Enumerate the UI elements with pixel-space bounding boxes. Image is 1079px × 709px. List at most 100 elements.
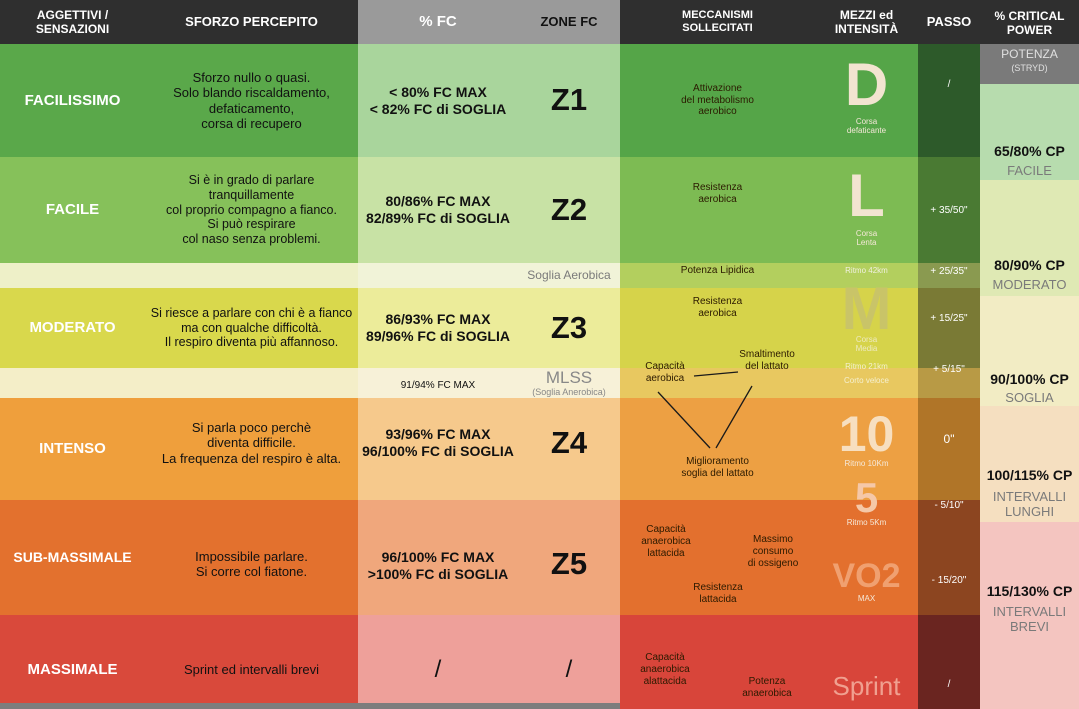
cp-label-soglia: SOGLIA xyxy=(1005,390,1054,406)
cp-value-moderato: 80/90% CP xyxy=(994,256,1065,273)
mech-massimo: Massimo consumo di ossigeno xyxy=(747,534,799,569)
left-z6 xyxy=(0,615,358,709)
pace-z5 xyxy=(918,500,980,615)
mech-cap-aerobica: Capacità aerobica xyxy=(645,361,685,384)
mlss-means-2: Corto veloce xyxy=(844,376,889,386)
cp-facile-bg xyxy=(980,84,1079,180)
fc-z4 xyxy=(358,398,620,500)
zone-z1: Z1 xyxy=(550,82,588,118)
aerobic-threshold-mech: Potenza Lipidica xyxy=(680,265,755,277)
cp-brevi-bg xyxy=(980,522,1079,709)
means-small-z1: Corsa defaticante xyxy=(846,116,887,135)
fc-range-z1: < 80% FC MAX < 82% FC di SOGLIA xyxy=(369,83,507,117)
effort-z1: Sforzo nullo o quasi. Solo blando riscal… xyxy=(173,69,330,131)
mech-z6 xyxy=(620,615,918,709)
zone-z6: / xyxy=(565,655,573,683)
fc-range-z3: 86/93% FC MAX 89/96% FC di SOGLIA xyxy=(366,311,510,344)
feel-z3: MODERATO xyxy=(29,319,116,337)
mlss-pace: + 5/15" xyxy=(933,364,965,376)
mlss-means-1: Ritmo 21km xyxy=(845,362,888,372)
header-pace: PASSO xyxy=(926,14,972,30)
pace-mlss-band xyxy=(918,368,980,398)
bottom-strip xyxy=(0,703,620,709)
cp-value-facile: 65/80% CP xyxy=(994,142,1065,159)
mech-res-lattacida: Resistenza lattacida xyxy=(693,582,743,605)
means-big-5k: 5 xyxy=(854,474,879,522)
means-small-z5: MAX xyxy=(857,594,876,604)
header-fc-bg xyxy=(358,0,620,44)
cp-value-brevi: 115/130% CP xyxy=(986,582,1073,599)
means-big-z2: L xyxy=(848,161,885,229)
cp-stryd: (STRYD) xyxy=(1011,62,1048,73)
fc-range-z6: / xyxy=(434,655,442,683)
mech-z5 xyxy=(620,500,918,615)
effort-z2: Si è in grado di parlare tranquillamente… xyxy=(166,173,337,247)
aerobic-threshold-means: Ritmo 42km xyxy=(845,266,888,276)
pace-z5-text: - 15/20" xyxy=(931,575,967,587)
cp-label-moderato: MODERATO xyxy=(992,277,1067,293)
mech-mlss-band xyxy=(620,368,918,398)
cp-moderato-bg xyxy=(980,180,1079,296)
effort-z5: Impossibile parlare. Si corre col fiaton… xyxy=(195,548,308,579)
mech-z4 xyxy=(620,398,918,500)
mech-connector-lines xyxy=(657,371,753,449)
header-means: MEZZI ed INTENSITÀ xyxy=(834,7,899,36)
pace-5k: - 5/10" xyxy=(934,500,964,512)
header-fc-pct: % FC xyxy=(419,13,457,31)
left-z5 xyxy=(0,500,358,615)
left-z4 xyxy=(0,398,358,500)
mech-z3 xyxy=(620,288,918,368)
mlss-sub: (Soglia Anerobica) xyxy=(532,386,606,397)
zone-z5: Z5 xyxy=(550,545,588,581)
header-mech: MECCANISMI SOLLECITATI xyxy=(682,9,753,34)
means-small-z4: Ritmo 10Km xyxy=(844,459,889,469)
fc-mlss-band xyxy=(358,368,620,398)
feel-z2: FACILE xyxy=(45,201,100,219)
fc-z3 xyxy=(358,288,620,368)
mech-cap-lattacida: Capacità anaerobica lattacida xyxy=(641,524,691,559)
effort-z3: Si riesce a parlare con chi è a fianco m… xyxy=(150,305,353,350)
mech-aerobic-band xyxy=(620,263,918,288)
pace-z2-text: + 35/50" xyxy=(930,205,968,217)
header-effort: SFORZO PERCEPITO xyxy=(185,14,318,30)
pace-aerobic-band xyxy=(918,263,980,288)
fc-z6 xyxy=(358,615,620,709)
pace-z4 xyxy=(918,398,980,500)
feel-z6: MASSIMALE xyxy=(27,661,118,679)
mech-z1-text: Attivazione del metabolismo aerobico xyxy=(681,82,754,118)
mech-z1 xyxy=(620,44,918,157)
pace-z1-text: / xyxy=(947,79,951,91)
cp-potenza: POTENZA xyxy=(1001,46,1058,61)
cp-label-brevi: INTERVALLI BREVI xyxy=(992,603,1067,634)
means-big-z6: Sprint xyxy=(832,670,901,701)
cp-value-soglia: 90/100% CP xyxy=(990,370,1069,387)
feel-z4: INTENSO xyxy=(39,440,106,458)
zone-z3: Z3 xyxy=(550,309,588,345)
left-z1 xyxy=(0,44,358,157)
mlss-label: MLSS xyxy=(545,367,593,387)
cp-header-sub xyxy=(980,44,1079,84)
effort-z6: Sprint ed intervalli brevi xyxy=(183,662,320,678)
means-big-z4: 10 xyxy=(838,405,895,462)
header-cp: % CRITICAL POWER xyxy=(994,9,1065,38)
pace-z3-text: + 15/25" xyxy=(930,313,968,325)
means-big-z3: M xyxy=(841,274,892,342)
aerobic-threshold-pace: + 25/35" xyxy=(930,266,968,278)
left-z3 xyxy=(0,288,358,368)
left-z2 xyxy=(0,157,358,263)
mech-smaltimento: Smaltimento del lattato xyxy=(739,349,795,372)
cp-value-lunghi: 100/115% CP xyxy=(986,466,1073,483)
mech-z4-text: Miglioramento soglia del lattato xyxy=(681,456,754,479)
fc-z2 xyxy=(358,157,620,263)
mech-z2 xyxy=(620,157,918,263)
means-big-z1: D xyxy=(844,50,889,118)
cp-soglia-bg xyxy=(980,296,1079,406)
mech-z2-text: Resistenza aerobica xyxy=(692,182,743,205)
fc-z5 xyxy=(358,500,620,615)
pace-z3 xyxy=(918,288,980,368)
zone-z2: Z2 xyxy=(550,191,588,227)
fc-range-z2: 80/86% FC MAX 82/89% FC di SOGLIA xyxy=(366,193,510,226)
mech-potenza-anaerobica: Potenza anaerobica xyxy=(742,676,792,699)
pace-z6 xyxy=(918,615,980,709)
